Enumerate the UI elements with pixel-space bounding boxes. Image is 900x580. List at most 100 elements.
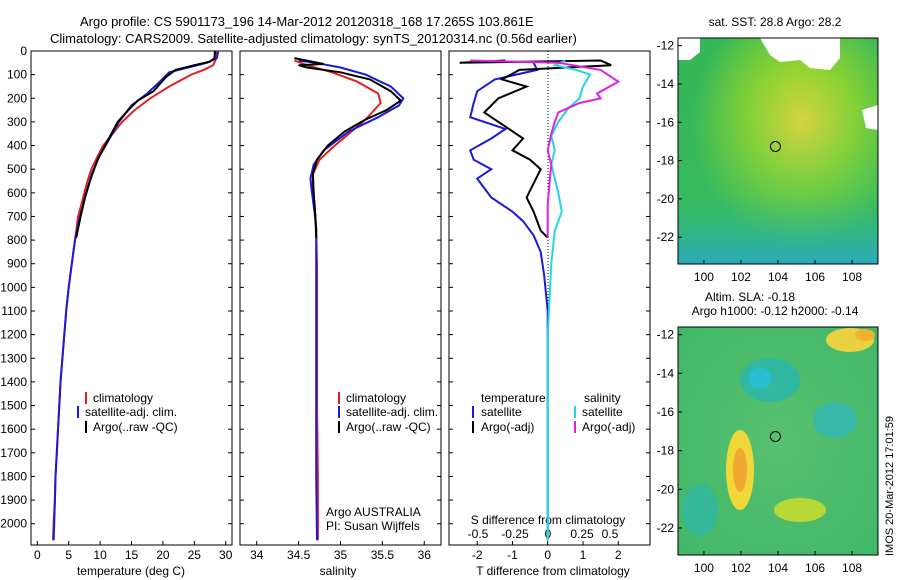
- temperature-lines: [52, 50, 220, 541]
- map-y-tick-label: -12: [657, 39, 675, 53]
- map-y-tick-label: -20: [657, 482, 675, 496]
- sst-map-title: sat. SST: 28.8 Argo: 28.2: [709, 15, 842, 29]
- sla-low-anomaly: [682, 484, 718, 536]
- map-x-tick-label: 100: [694, 270, 714, 284]
- x-tick-label: 0: [544, 548, 551, 562]
- depth-tick-label: 0: [20, 44, 27, 58]
- x-tick-label: 34.5: [287, 548, 311, 562]
- x-tick-label: -1: [507, 548, 518, 562]
- sla-high-core: [733, 448, 747, 492]
- sla-map-title: Altim. SLA: -0.18: [705, 290, 795, 304]
- x-tick-label: 5: [65, 548, 72, 562]
- t-diff-axis-label: T difference from climatology: [476, 564, 630, 578]
- s-tick-label: -0.5: [468, 527, 489, 541]
- x-tick-label: 30: [219, 548, 233, 562]
- legend-label: Argo(..raw -QC): [93, 420, 178, 434]
- depth-tick-label: 1600: [0, 422, 27, 436]
- series-line: [468, 62, 549, 541]
- sla-map: 100 102 104 106 108 -12 -14 -16 -18 -20 -22: [657, 326, 879, 575]
- salinity-lines: [294, 57, 405, 541]
- salinity-legend: climatology satellite-adj. clim. Argo(..…: [326, 391, 438, 533]
- legend-label: satellite-adj. clim.: [85, 405, 177, 419]
- x-tick-label: 35.5: [371, 548, 395, 562]
- map-y-tick-label: -20: [657, 192, 675, 206]
- x-tick-label: 0: [34, 548, 41, 562]
- map-x-tick-label: 108: [842, 270, 862, 284]
- sst-map-axes: 100 102 104 106 108 -12 -14 -16 -18 -20 -22: [657, 39, 863, 284]
- depth-tick-label: 2000: [0, 517, 27, 531]
- x-tick-label: -2: [472, 548, 483, 562]
- x-tick-label: 15: [125, 548, 139, 562]
- salinity-axis-label: salinity: [320, 564, 357, 578]
- map-x-tick-label: 100: [694, 561, 714, 575]
- depth-tick-label: 500: [7, 162, 27, 176]
- series-line: [459, 59, 612, 239]
- argo-location-marker: [769, 140, 781, 152]
- s-tick-label: 0.25: [570, 527, 594, 541]
- series-line: [470, 59, 621, 238]
- map-y-tick-label: -22: [657, 230, 675, 244]
- map-y-tick-label: -22: [657, 521, 675, 535]
- depth-tick-label: 1400: [0, 375, 27, 389]
- argo-location-marker: [769, 430, 781, 442]
- sla-high-core: [855, 329, 875, 341]
- temperature-panel: [30, 50, 233, 546]
- legend-label: Argo(-adj): [481, 420, 534, 434]
- map-y-tick-label: -16: [657, 115, 675, 129]
- series-line: [546, 59, 592, 541]
- salinity-x-axis: 34 34.5 35 35.5 36: [250, 541, 431, 562]
- depth-tick-label: 1100: [1, 304, 27, 318]
- map-y-tick-label: -18: [657, 154, 675, 168]
- timestamp-stamp: IMOS 20-Mar-2012 17:01:59: [884, 416, 896, 556]
- map-y-tick-label: -14: [657, 77, 675, 91]
- sst-missing-data: [862, 105, 878, 130]
- sst-missing-data: [678, 38, 700, 60]
- legend-label: satellite: [582, 405, 623, 419]
- sla-low-core: [748, 368, 772, 388]
- x-tick-label: 25: [188, 548, 202, 562]
- series-line: [52, 50, 220, 541]
- x-tick-label: 35: [334, 548, 348, 562]
- difference-panel: [448, 50, 651, 546]
- legend-head-salinity: salinity: [584, 391, 621, 405]
- depth-tick-label: 700: [7, 209, 27, 223]
- temperature-x-axis: 0 5 10 15 20 25 30: [34, 541, 233, 562]
- depth-tick-label: 1200: [0, 328, 27, 342]
- x-tick-label: 34: [250, 548, 264, 562]
- map-x-tick-label: 104: [768, 270, 788, 284]
- temperature-legend: climatology satellite-adj. clim. Argo(..…: [77, 391, 178, 434]
- sla-high-anomaly: [774, 498, 826, 522]
- s-tick-label: 0.5: [602, 527, 619, 541]
- sst-map: 100 102 104 106 108 -12 -14 -16 -18 -20 -22: [657, 37, 879, 284]
- depth-tick-label: 300: [7, 115, 27, 129]
- series-line: [294, 59, 382, 541]
- legend-label: Argo(..raw -QC): [346, 420, 431, 434]
- sla-low-anomaly: [813, 402, 857, 438]
- legend-label: satellite: [481, 405, 522, 419]
- depth-tick-label: 1000: [0, 280, 27, 294]
- sla-map-axes: 100 102 104 106 108 -12 -14 -16 -18 -20 -22: [657, 328, 863, 575]
- difference-x-axis: -2 -1 0 1 2: [472, 541, 622, 562]
- depth-tick-label: 200: [7, 91, 27, 105]
- header-line2: Climatology: CARS2009. Satellite-adjuste…: [50, 31, 577, 46]
- legend-head-temperature: temperature: [481, 391, 546, 405]
- header-line1: Argo profile: CS 5901173_196 14-Mar-2012…: [80, 14, 534, 29]
- map-x-tick-label: 104: [768, 561, 788, 575]
- map-x-tick-label: 108: [842, 561, 862, 575]
- temperature-axis-label: temperature (deg C): [77, 564, 185, 578]
- legend-label: climatology: [93, 391, 153, 405]
- sst-missing-data: [760, 38, 840, 70]
- map-x-tick-label: 102: [731, 270, 751, 284]
- depth-tick-label: 100: [7, 68, 27, 82]
- x-tick-label: 2: [615, 548, 622, 562]
- depth-tick-label: 1900: [0, 493, 27, 507]
- depth-tick-label: 600: [7, 186, 27, 200]
- legend-label: satellite-adj. clim.: [346, 405, 438, 419]
- map-y-tick-label: -12: [657, 328, 675, 342]
- depth-tick-label: 1700: [0, 446, 27, 460]
- depth-axis: 0 100 200 300 400 500 600 700 800 900 1000 1100 1200…: [0, 44, 650, 531]
- x-tick-label: 36: [418, 548, 432, 562]
- legend-label: climatology: [346, 391, 406, 405]
- salinity-diff-axis: -0.5 -0.25 0 0.25 0.5: [468, 527, 619, 541]
